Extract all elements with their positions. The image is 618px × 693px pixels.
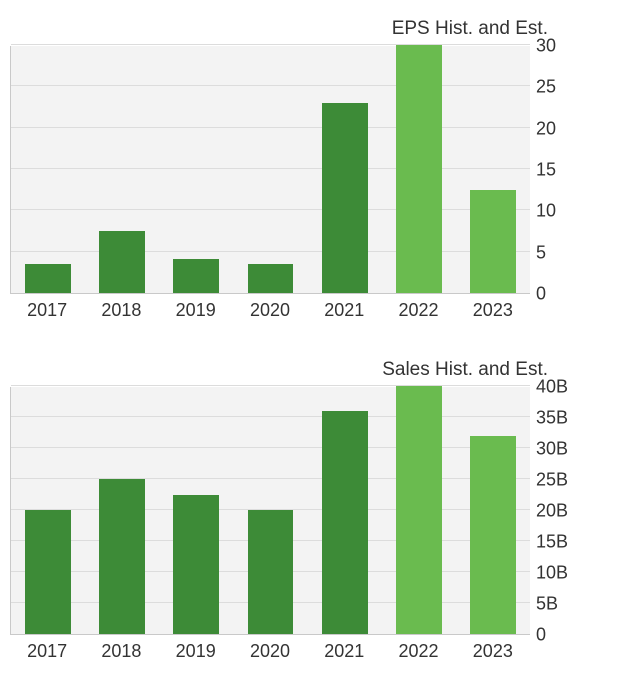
x-axis-tick: 2018 bbox=[84, 641, 158, 662]
x-axis-tick: 2017 bbox=[10, 641, 84, 662]
bar-slot bbox=[456, 387, 530, 634]
bar bbox=[322, 103, 368, 293]
bar bbox=[248, 510, 294, 634]
x-axis-tick: 2022 bbox=[381, 300, 455, 321]
bars bbox=[11, 46, 530, 293]
plot-wrap: 05B10B15B20B25B30B35B40B bbox=[10, 387, 608, 635]
x-axis: 2017201820192020202120222023 bbox=[10, 641, 530, 662]
y-axis: 051015202530 bbox=[530, 46, 588, 294]
bar bbox=[396, 45, 442, 293]
y-axis-tick: 35B bbox=[536, 408, 568, 429]
bar bbox=[99, 479, 145, 634]
x-axis-tick: 2023 bbox=[456, 300, 530, 321]
bar-slot bbox=[159, 387, 233, 634]
y-axis-tick: 30 bbox=[536, 36, 556, 57]
bar bbox=[470, 190, 516, 293]
bar-slot bbox=[382, 387, 456, 634]
bar-slot bbox=[382, 46, 456, 293]
bar-slot bbox=[233, 46, 307, 293]
bars bbox=[11, 387, 530, 634]
bar bbox=[470, 436, 516, 634]
y-axis-tick: 15 bbox=[536, 160, 556, 181]
y-axis-tick: 20B bbox=[536, 501, 568, 522]
chart-sales: Sales Hist. and Est. 0 5B 10B 15B 20B 25B 30B 35… bbox=[10, 361, 608, 662]
y-axis-tick: 20 bbox=[536, 118, 556, 139]
bar-slot bbox=[11, 387, 85, 634]
bar-slot bbox=[456, 46, 530, 293]
x-axis-tick: 2020 bbox=[233, 641, 307, 662]
chart-eps: EPS Hist. and Est.0510152025302017201820… bbox=[10, 20, 608, 321]
x-axis-tick: 2017 bbox=[10, 300, 84, 321]
y-axis-tick: 30B bbox=[536, 439, 568, 460]
y-axis-tick: 0 bbox=[536, 625, 546, 646]
bar-slot bbox=[85, 387, 159, 634]
x-axis-tick: 2018 bbox=[84, 300, 158, 321]
bar-slot bbox=[233, 387, 307, 634]
y-axis-tick: 5 bbox=[536, 242, 546, 263]
y-axis-tick: 0 bbox=[536, 284, 546, 305]
x-axis-tick: 2023 bbox=[456, 641, 530, 662]
bar bbox=[173, 259, 219, 293]
bar-slot bbox=[308, 46, 382, 293]
bar bbox=[173, 495, 219, 635]
y-axis-tick: 40B bbox=[536, 377, 568, 398]
bar-slot bbox=[159, 46, 233, 293]
bar bbox=[25, 264, 71, 293]
y-axis-tick: 10B bbox=[536, 563, 568, 584]
chart-title: EPS Hist. and Est. bbox=[392, 18, 548, 40]
x-axis-tick: 2022 bbox=[381, 641, 455, 662]
plot-area bbox=[10, 387, 530, 635]
y-axis-tick: 25B bbox=[536, 470, 568, 491]
bar bbox=[248, 264, 294, 293]
x-axis-tick: 2019 bbox=[159, 300, 233, 321]
bar-slot bbox=[11, 46, 85, 293]
y-axis: 05B10B15B20B25B30B35B40B bbox=[530, 387, 588, 635]
y-axis-tick: 5B bbox=[536, 594, 558, 615]
y-axis-tick: 25 bbox=[536, 77, 556, 98]
page: EPS Hist. and Est.0510152025302017201820… bbox=[0, 0, 618, 693]
x-axis-tick: 2021 bbox=[307, 641, 381, 662]
y-axis-tick: 10 bbox=[536, 201, 556, 222]
y-axis-tick: 15B bbox=[536, 532, 568, 553]
bar bbox=[25, 510, 71, 634]
bar bbox=[99, 231, 145, 293]
plot-wrap: 051015202530 bbox=[10, 46, 608, 294]
chart-title: Sales Hist. and Est. bbox=[382, 359, 548, 381]
grid-line bbox=[11, 44, 530, 45]
x-axis-tick: 2019 bbox=[159, 641, 233, 662]
bar bbox=[322, 411, 368, 634]
bar-slot bbox=[85, 46, 159, 293]
x-axis: 2017201820192020202120222023 bbox=[10, 300, 530, 321]
grid-line bbox=[11, 385, 530, 386]
bar bbox=[396, 386, 442, 634]
bar-slot bbox=[308, 387, 382, 634]
x-axis-tick: 2020 bbox=[233, 300, 307, 321]
plot-area bbox=[10, 46, 530, 294]
x-axis-tick: 2021 bbox=[307, 300, 381, 321]
